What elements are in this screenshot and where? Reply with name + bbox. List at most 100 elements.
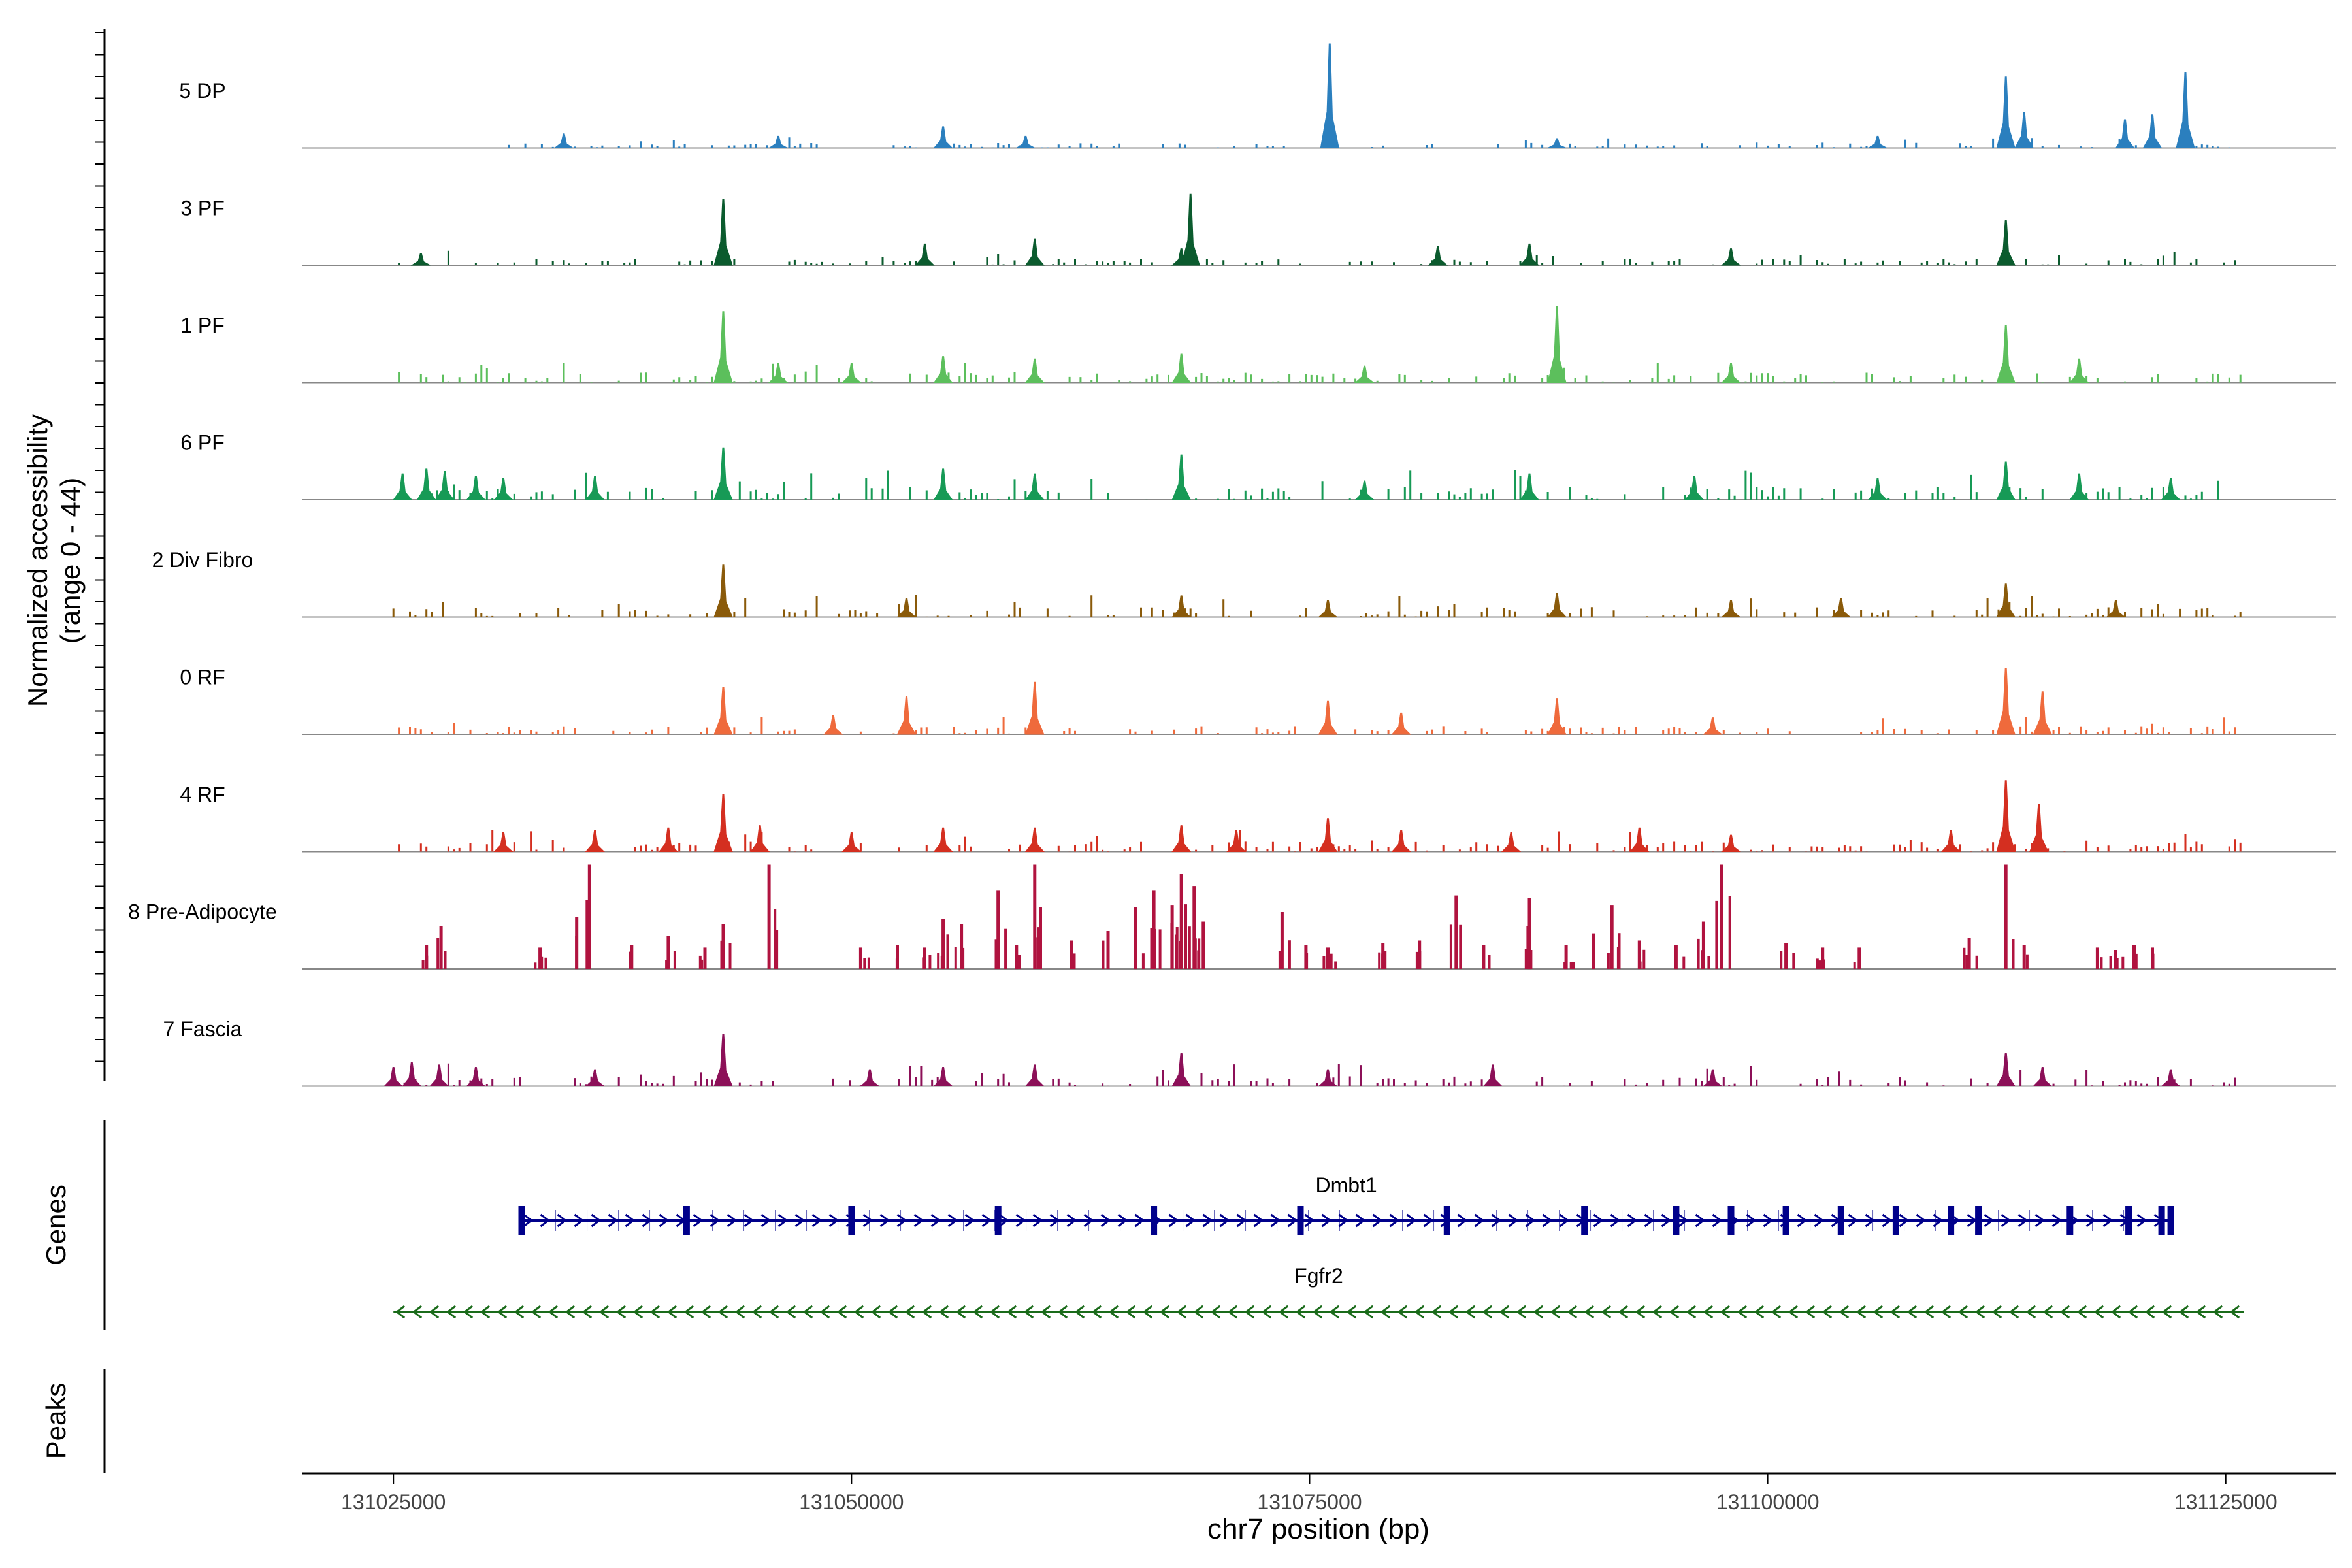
track-peak-fragment — [1305, 953, 1309, 969]
track-peak-fragment — [1330, 953, 1333, 969]
track-peak — [1318, 818, 1338, 852]
track-peak — [1721, 600, 1741, 617]
x-tick-label: 131025000 — [341, 1490, 446, 1514]
coverage-tracks: 5 DP 3 PF 1 PF 6 PF 2 Div Fibro 0 RF 4 RF 8 Pre… — [128, 43, 2336, 1087]
track-peak — [1857, 947, 1861, 969]
track-peak — [2115, 119, 2135, 148]
track-peak-fragment — [436, 938, 440, 969]
track-peak — [1326, 947, 1330, 969]
track-peak-fragment — [924, 955, 926, 969]
track-peak — [585, 830, 605, 852]
track-peak-fragment — [444, 951, 447, 969]
track-peak-fragment — [1975, 955, 1978, 969]
track-peak — [1547, 306, 1567, 383]
track-peak — [1280, 912, 1284, 969]
track-label: 1 PF — [180, 314, 225, 337]
track-peak — [768, 363, 789, 383]
track-peak-fragment — [2134, 953, 2138, 969]
gene-exon — [2167, 1206, 2174, 1235]
track-peak — [2022, 945, 2026, 970]
track-peak — [384, 1067, 404, 1086]
track-peak-fragment — [1965, 955, 1968, 969]
track-peak — [1527, 898, 1531, 970]
track-peak-fragment — [1378, 952, 1381, 969]
track-0-rf: 0 RF — [180, 666, 2336, 735]
track-peak — [1721, 363, 1741, 383]
gene-fgfr2: Fgfr2 — [393, 1264, 2244, 1319]
track-peak-fragment — [1618, 933, 1621, 969]
track-peak — [933, 827, 953, 852]
track-noise — [398, 363, 2242, 383]
track-peak-fragment — [937, 953, 940, 969]
coverage-y-axis — [95, 29, 106, 1081]
track-peak-fragment — [1607, 953, 1610, 969]
track-peak — [841, 363, 862, 383]
track-peak-fragment — [1707, 956, 1710, 969]
track-peak — [1318, 600, 1338, 617]
track-peak — [393, 473, 413, 500]
track-peak-fragment — [1415, 951, 1418, 969]
track-peak — [860, 1069, 880, 1086]
track-peak-fragment — [673, 951, 676, 969]
track-peak-fragment — [1639, 961, 1642, 969]
gene-exon — [1975, 1206, 1982, 1235]
track-peak-fragment — [425, 961, 428, 969]
track-noise — [398, 717, 2236, 734]
track-label: 8 Pre-Adipocyte — [128, 900, 277, 924]
track-peak — [1171, 1053, 1192, 1086]
track-peak-fragment — [867, 957, 870, 969]
track-peak-fragment — [863, 958, 866, 969]
track-peak — [1024, 827, 1045, 852]
x-axis: 131025000 131050000 131075000 131100000 1311… — [302, 1472, 2336, 1514]
track-peak — [933, 1067, 953, 1086]
track-peak-fragment — [2012, 939, 2015, 969]
track-peak — [439, 926, 443, 970]
track-peak — [1867, 478, 1888, 500]
track-peak-fragment — [774, 909, 777, 969]
gene-dmbt1: Dmbt1 — [518, 1173, 2174, 1235]
y-axis-range: (range 0 - 44) — [55, 478, 86, 644]
track-peak — [2033, 691, 2053, 735]
track-peak — [1318, 700, 1338, 735]
track-peak — [1547, 698, 1567, 735]
track-peak-fragment — [1963, 947, 1966, 969]
gene-exon — [1837, 1206, 1844, 1235]
track-peak-fragment — [1792, 953, 1795, 969]
track-peak-fragment — [1853, 962, 1856, 969]
track-peak-fragment — [1572, 962, 1575, 969]
track-peak-fragment — [1170, 923, 1173, 969]
track-peak — [1501, 832, 1522, 852]
track-peak-fragment — [776, 930, 779, 969]
track-peak — [1181, 193, 1200, 266]
track-peak — [1674, 945, 1678, 970]
track-peak — [841, 832, 862, 852]
track-label: 3 PF — [180, 197, 225, 220]
track-peak — [1391, 712, 1411, 735]
track-peak-fragment — [928, 955, 932, 969]
track-peak-fragment — [2004, 920, 2007, 969]
track-peak-fragment — [1153, 928, 1156, 969]
track-peak — [713, 687, 733, 735]
x-tick-label: 131075000 — [1257, 1490, 1362, 1514]
track-peak — [713, 1034, 733, 1086]
gene-label: Fgfr2 — [1294, 1264, 1343, 1288]
track-peak — [1391, 830, 1411, 852]
track-peak — [2004, 864, 2008, 969]
track-noise — [398, 250, 2236, 265]
track-peak — [1015, 135, 1036, 148]
track-peak-fragment — [703, 958, 706, 969]
track-peak — [1070, 940, 1073, 969]
gene-label: Dmbt1 — [1315, 1173, 1377, 1197]
track-peak — [1831, 598, 1852, 617]
track-peak — [1996, 583, 2016, 617]
track-peak-fragment — [1524, 949, 1527, 969]
track-peak-fragment — [1569, 962, 1573, 969]
track-peak — [2029, 804, 2049, 852]
track-peak — [1720, 864, 1723, 969]
track-peak — [2014, 112, 2034, 148]
track-peak — [1024, 1064, 1045, 1086]
track-peak-fragment — [1488, 955, 1491, 969]
track-peak-fragment — [1322, 956, 1326, 969]
track-peak-fragment — [1004, 928, 1007, 969]
